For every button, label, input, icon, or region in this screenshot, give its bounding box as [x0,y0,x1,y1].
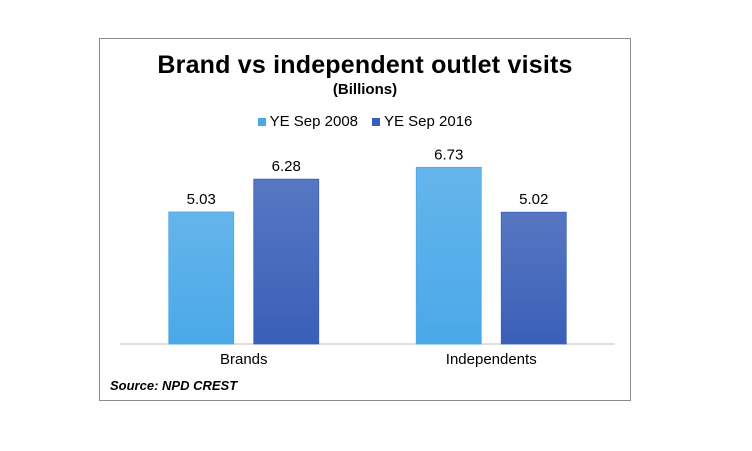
source-note: Source: NPD CREST [110,378,238,393]
bar-brands-series-1 [168,211,235,345]
legend: YE Sep 2008 YE Sep 2016 [100,113,630,130]
x-tick-label-brands: Brands [220,351,268,368]
plot-area: 5.03 6.28 Brands 6.73 5.02 Independents [120,146,615,368]
chart-frame: Brand vs independent outlet visits (Bill… [99,38,631,401]
data-label-independents-series-1: 6.73 [434,146,463,163]
x-tick-label-independents: Independents [446,351,537,368]
legend-entry-series-2: YE Sep 2016 [372,113,472,130]
data-label-brands-series-1: 5.03 [187,191,216,208]
legend-swatch-series-2 [372,117,380,126]
legend-label-series-1: YE Sep 2008 [269,113,358,130]
bar-independents-series-2 [500,211,567,345]
legend-entry-series-1: YE Sep 2008 [257,113,358,130]
bar-independents-series-1 [415,166,482,345]
chart-title: Brand vs independent outlet visits [157,51,573,79]
data-label-independents-series-2: 5.02 [519,191,548,208]
chart-subtitle: (Billions) [332,81,398,98]
legend-label-series-2: YE Sep 2016 [384,113,473,130]
legend-swatch-series-1 [257,117,266,126]
data-label-brands-series-2: 6.28 [272,158,301,175]
bar-brands-series-2 [253,178,320,345]
